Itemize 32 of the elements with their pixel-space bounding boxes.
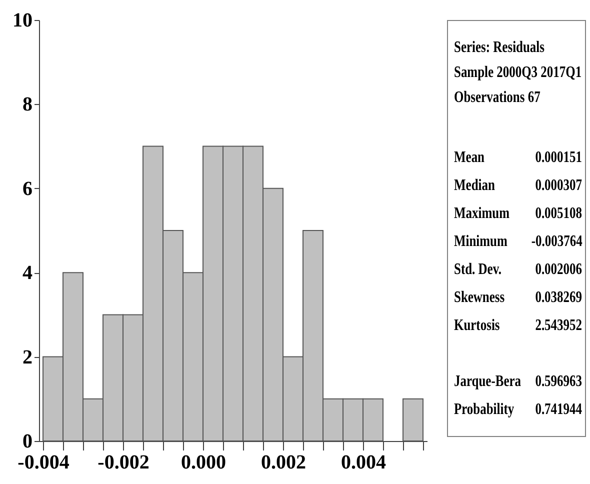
y-tick-label: 2 — [22, 346, 32, 368]
text: Median — [454, 176, 495, 196]
text: Minimum — [454, 232, 508, 252]
text: Skewness — [454, 288, 505, 308]
text: Series: Residuals — [454, 38, 544, 58]
text: 0.002006 — [535, 260, 582, 280]
text: -0.003764 — [531, 232, 582, 252]
text: Maximum — [454, 204, 510, 224]
x-tick-label: 0.000 — [181, 452, 226, 474]
y-tick-label: 4 — [22, 262, 32, 284]
text: Std. Dev. — [454, 260, 502, 280]
y-tick-label: 10 — [12, 10, 32, 32]
x-tick-label: -0.002 — [98, 452, 150, 474]
x-tick-label: 0.004 — [341, 452, 386, 474]
text: 0.741944 — [535, 400, 582, 420]
x-tick-label: -0.004 — [18, 452, 70, 474]
text: Kurtosis — [454, 316, 500, 336]
y-tick-label: 8 — [22, 94, 32, 116]
text: 0.005108 — [535, 204, 582, 224]
y-tick-label: 6 — [22, 178, 32, 200]
y-tick-label: 0 — [22, 430, 32, 452]
text: Sample 2000Q3 2017Q1 — [454, 63, 582, 83]
text: 0.596963 — [535, 372, 582, 392]
text: 0.000151 — [535, 148, 582, 168]
text: Mean — [454, 148, 485, 168]
text: Observations 67 — [454, 88, 540, 108]
text: 0.038269 — [535, 288, 582, 308]
text: Jarque-Bera — [454, 372, 522, 392]
x-tick-label: 0.002 — [261, 452, 306, 474]
text: 2.543952 — [535, 316, 582, 336]
text: 0.000307 — [535, 176, 582, 196]
text: Probability — [454, 400, 514, 420]
